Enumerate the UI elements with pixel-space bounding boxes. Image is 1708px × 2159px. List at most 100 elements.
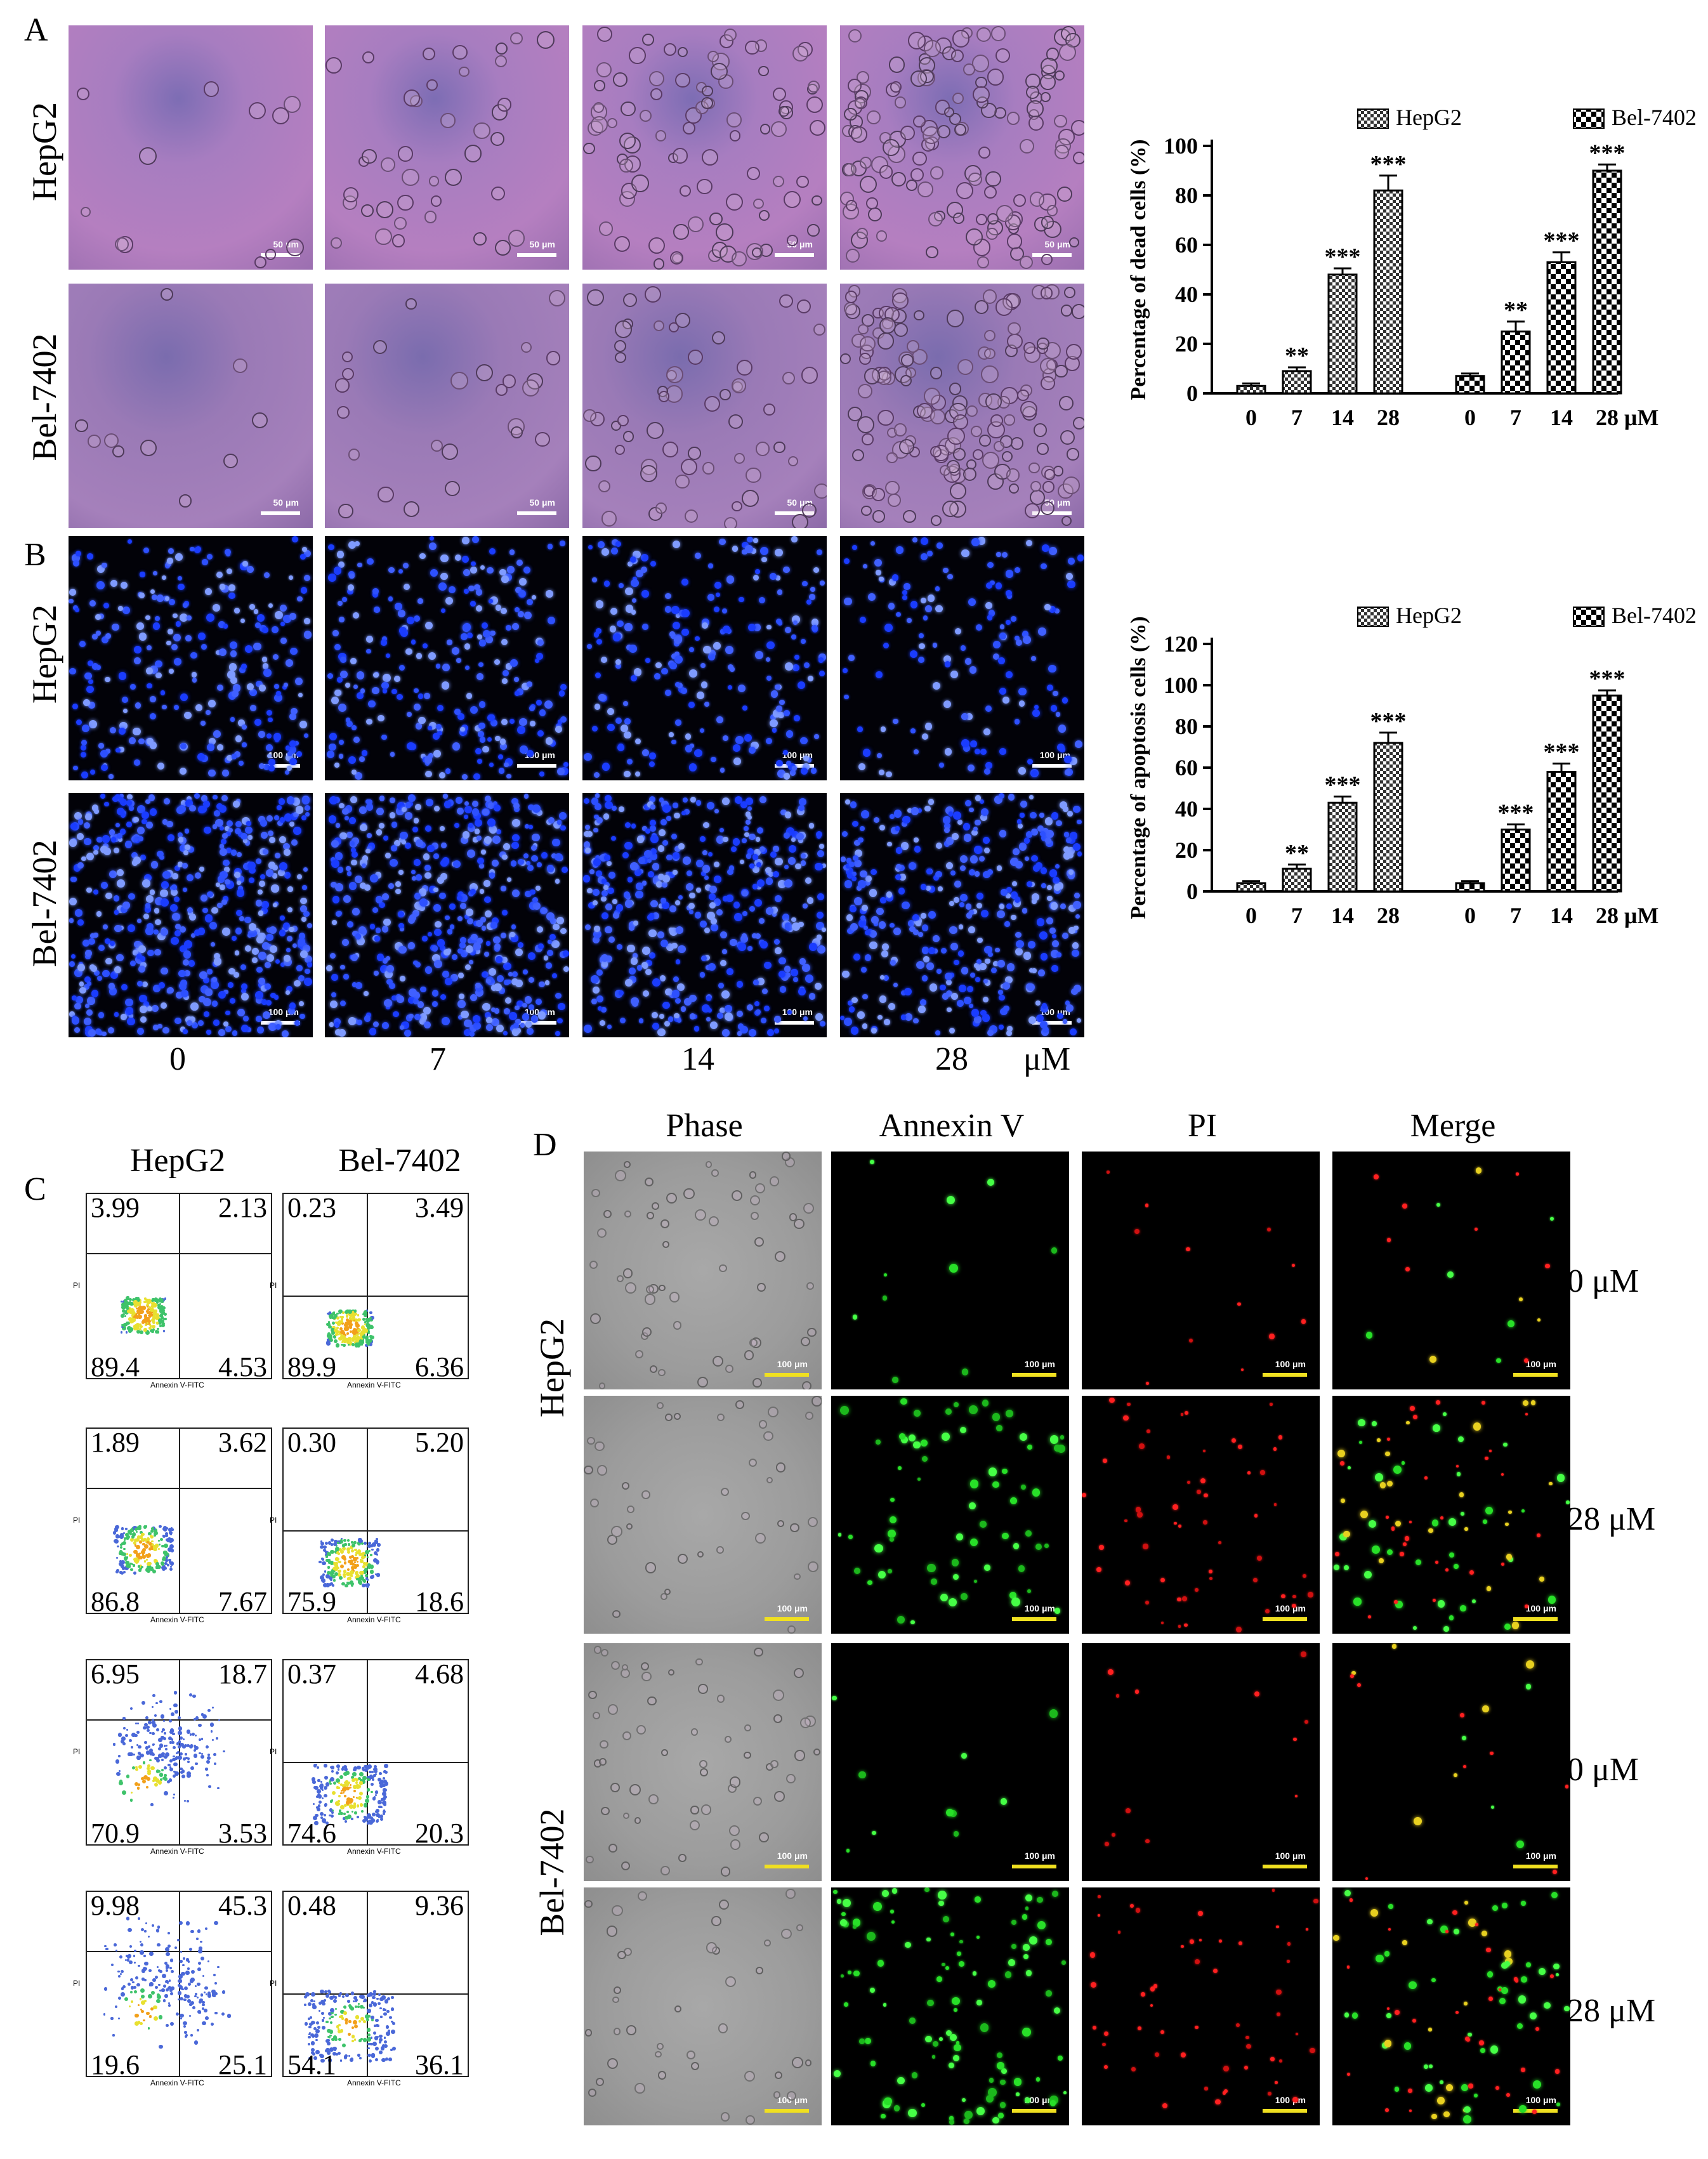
cell-spot <box>1005 893 1011 898</box>
cell-spot <box>902 901 910 910</box>
flow-event <box>316 1788 321 1794</box>
cell-spot <box>961 738 970 747</box>
cell-spot <box>136 1027 145 1035</box>
cell-spot <box>468 823 474 829</box>
cell-spot <box>844 107 857 121</box>
cell-spot <box>269 945 278 954</box>
flow-event <box>348 1322 351 1325</box>
cell-spot <box>792 664 799 671</box>
flow-event <box>201 1738 204 1740</box>
cell-spot <box>339 670 348 678</box>
cell-spot <box>870 869 877 876</box>
flow-event <box>371 1771 374 1774</box>
flow-event <box>168 1559 171 1562</box>
flow-event <box>351 1778 356 1783</box>
cell-spot <box>770 906 778 914</box>
cell-spot <box>582 875 590 883</box>
cell-spot <box>742 705 748 711</box>
cell-spot <box>490 984 497 991</box>
cell-spot <box>996 204 1014 222</box>
cell-spot <box>688 902 695 909</box>
cell-spot <box>784 879 792 888</box>
flow-event <box>327 1559 332 1564</box>
cell-spot <box>720 768 725 773</box>
flow-event <box>327 1332 331 1335</box>
flow-event <box>143 1300 147 1304</box>
cell-spot <box>791 831 799 839</box>
flow-event <box>157 1306 161 1309</box>
cell-spot <box>222 859 230 867</box>
flow-event <box>139 1327 142 1330</box>
cell-spot <box>1014 896 1021 903</box>
flow-event <box>365 1339 369 1343</box>
legend-swatch <box>1573 607 1605 627</box>
flow-event <box>372 1776 374 1779</box>
cell-spot <box>971 1009 980 1017</box>
flow-event <box>145 1750 150 1755</box>
cell-spot <box>1022 631 1029 638</box>
flow-event <box>341 1768 345 1771</box>
flow-event <box>173 1774 176 1778</box>
cell-spot <box>666 365 683 383</box>
cell-spot <box>373 672 379 678</box>
flow-event <box>206 1745 209 1749</box>
flow-event <box>328 1576 332 1580</box>
cell-spot <box>114 1012 119 1017</box>
cell-spot <box>987 869 994 875</box>
flow-event <box>135 1322 140 1327</box>
cell-spot <box>601 1007 607 1013</box>
flow-event <box>324 1804 327 1807</box>
cell-spot <box>667 1016 674 1022</box>
cell-spot <box>235 735 242 742</box>
flow-event <box>172 1796 175 1799</box>
cell-spot <box>261 657 268 662</box>
flow-event <box>378 1806 381 1808</box>
flow-event <box>206 1760 210 1764</box>
cell-spot <box>253 642 261 651</box>
cell-spot <box>664 606 672 614</box>
flow-event <box>339 1547 343 1551</box>
cell-spot <box>747 946 752 951</box>
cell-spot <box>1054 364 1068 378</box>
cell-spot <box>966 912 973 919</box>
quadrant-value: 3.62 <box>218 1427 267 1458</box>
cell-spot <box>629 556 637 563</box>
cell-spot <box>183 1029 188 1034</box>
flow-event <box>156 1993 160 1997</box>
cell-spot <box>438 582 447 591</box>
cell-spot <box>486 1023 493 1031</box>
cell-spot <box>774 684 780 690</box>
flow-event <box>376 1538 378 1540</box>
cell-spot <box>423 1007 431 1015</box>
cell-spot <box>785 760 791 766</box>
flow-event <box>164 1561 168 1565</box>
flow-event <box>357 1542 361 1546</box>
cell-spot <box>1026 85 1040 99</box>
cell-spot <box>457 1000 466 1009</box>
cell-spot <box>220 839 227 845</box>
cell-spot <box>397 609 405 618</box>
cell-spot <box>535 809 543 816</box>
flow-event <box>139 1306 143 1309</box>
cell-spot <box>77 919 84 926</box>
cell-spot <box>719 931 727 938</box>
cell-spot <box>484 1011 491 1018</box>
x-tick-label: 7 <box>1291 903 1303 928</box>
flow-event <box>136 1983 140 1987</box>
cell-spot <box>255 991 263 999</box>
cell-spot <box>100 794 105 799</box>
flow-event <box>346 1582 350 1585</box>
cell-spot <box>1046 685 1053 692</box>
cell-spot <box>160 287 173 301</box>
cell-spot <box>546 949 554 957</box>
cell-spot <box>101 882 108 889</box>
flow-event <box>315 1795 319 1799</box>
cell-spot <box>553 923 560 931</box>
flow-event <box>123 1570 126 1573</box>
cell-spot <box>362 855 369 862</box>
cell-spot <box>227 755 233 761</box>
cell-spot <box>1031 855 1038 862</box>
cell-spot <box>847 873 853 879</box>
flow-event <box>183 1998 187 2002</box>
cell-spot <box>784 832 791 839</box>
